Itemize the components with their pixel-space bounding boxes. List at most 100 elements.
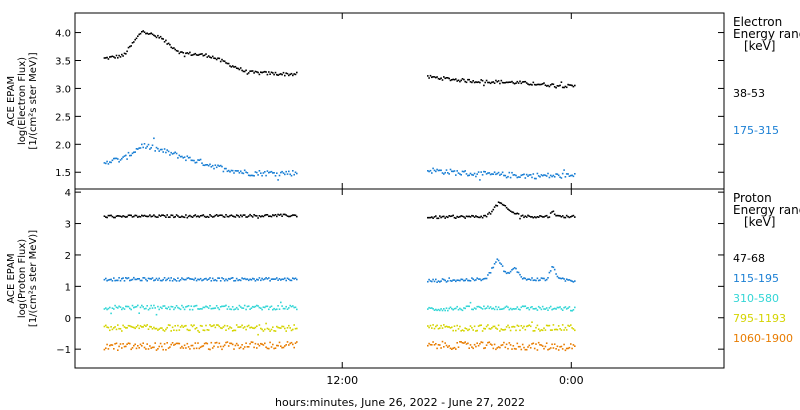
data-point (126, 158, 128, 160)
data-point (467, 174, 469, 177)
data-point (110, 161, 112, 164)
data-point (237, 308, 239, 311)
data-point (476, 329, 478, 332)
data-point (155, 216, 158, 218)
data-point (142, 277, 144, 279)
data-point (455, 329, 457, 332)
data-point (471, 173, 473, 176)
data-point (151, 144, 154, 147)
legend-label-115-195: 115-195 (733, 272, 779, 285)
data-point (119, 343, 122, 345)
data-point (509, 344, 512, 346)
data-point (455, 78, 457, 80)
data-point (250, 215, 253, 217)
data-point (484, 81, 486, 84)
data-point (170, 305, 172, 308)
data-point (258, 277, 261, 279)
data-point (269, 330, 271, 332)
data-point (105, 216, 107, 218)
data-point (457, 328, 460, 330)
data-point (133, 344, 135, 347)
data-point (175, 305, 178, 307)
data-point (122, 156, 124, 158)
data-point (273, 73, 275, 76)
data-point (187, 277, 190, 279)
data-point (141, 345, 143, 347)
data-point (261, 215, 263, 217)
data-point (221, 327, 223, 330)
data-point (139, 343, 142, 346)
data-point (178, 154, 181, 157)
data-point (111, 280, 114, 282)
data-point (436, 281, 438, 283)
data-point (231, 343, 234, 346)
data-point (137, 216, 139, 218)
data-point (242, 348, 245, 350)
data-point (551, 266, 553, 268)
data-point (203, 215, 206, 218)
data-point (138, 312, 140, 314)
data-point (233, 329, 235, 332)
data-point (492, 173, 495, 175)
data-point (227, 327, 230, 330)
data-point (214, 57, 217, 60)
data-point (157, 348, 159, 350)
data-point (117, 279, 119, 282)
legend-label-310-580: 310-580 (733, 292, 779, 305)
data-point (521, 343, 524, 346)
data-point (119, 56, 122, 58)
data-point (468, 78, 470, 81)
data-point (262, 330, 265, 332)
data-point (134, 214, 136, 217)
data-point (545, 85, 548, 87)
data-point (516, 212, 519, 215)
data-point (253, 278, 255, 280)
x-tick-label: 0:00 (559, 374, 584, 387)
data-point (574, 280, 576, 282)
data-point (183, 216, 186, 219)
data-point (181, 304, 183, 307)
data-point (511, 80, 513, 83)
data-point (247, 346, 250, 348)
data-point (449, 306, 452, 309)
data-point (162, 305, 164, 307)
data-point (146, 343, 148, 345)
data-point (479, 343, 481, 345)
data-point (561, 309, 564, 311)
data-point (567, 324, 569, 327)
data-point (507, 81, 509, 84)
data-point (269, 306, 271, 308)
data-point (264, 70, 266, 73)
data-point (261, 174, 263, 177)
data-point (146, 32, 148, 35)
data-point (125, 216, 127, 218)
y-tick-label: 3.5 (55, 56, 71, 67)
data-point (501, 265, 504, 267)
data-point (532, 173, 535, 175)
data-point (463, 170, 465, 173)
data-point (251, 174, 254, 177)
data-point (544, 329, 547, 331)
data-point (149, 307, 151, 310)
data-point (552, 324, 555, 326)
data-point (256, 215, 258, 217)
data-point (268, 308, 270, 311)
data-point (175, 329, 178, 332)
data-point (563, 343, 565, 346)
y-axis-title-line: log(Proton Flux) (17, 239, 28, 318)
data-point (439, 309, 441, 312)
data-point (153, 34, 155, 37)
data-point (239, 279, 242, 282)
data-point (544, 84, 547, 86)
data-point (469, 301, 472, 304)
data-point (269, 171, 271, 173)
data-point (547, 84, 549, 87)
data-point (142, 30, 144, 32)
data-point (290, 174, 293, 177)
data-point (205, 324, 207, 327)
data-point (436, 324, 438, 327)
data-point (177, 306, 179, 309)
data-point (431, 307, 433, 309)
data-point (278, 278, 281, 280)
data-point (238, 216, 241, 218)
